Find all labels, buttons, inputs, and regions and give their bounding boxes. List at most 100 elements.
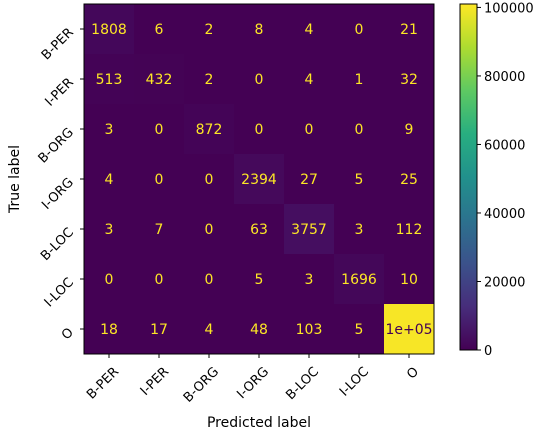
heatmap-cell <box>184 204 234 254</box>
cell-value-label: 1 <box>355 72 364 88</box>
cell-value-label: 7 <box>155 222 164 238</box>
cell-value-label: 3 <box>305 272 314 288</box>
heatmap-cell <box>184 4 234 54</box>
colorbar-tick-label: 60000 <box>484 138 525 153</box>
heatmap-cell <box>84 154 134 204</box>
cell-value-label: 2 <box>205 72 214 88</box>
colorbar <box>459 3 478 351</box>
x-tick-label: B-PER <box>84 364 122 402</box>
cell-value-label: 5 <box>255 272 264 288</box>
heatmap-cell <box>134 4 184 54</box>
heatmap-cell <box>134 304 184 354</box>
heatmap-cell <box>384 154 434 204</box>
cell-value-label: 3757 <box>291 222 327 238</box>
cell-value-label: 4 <box>305 72 314 88</box>
heatmap-cell <box>234 4 284 54</box>
heatmap-cell <box>384 4 434 54</box>
heatmap-cell <box>384 304 434 354</box>
x-tick-label: I-LOC <box>337 364 372 399</box>
cell-value-label: 513 <box>96 72 123 88</box>
cell-value-label: 1696 <box>341 272 377 288</box>
cell-value-label: 21 <box>400 22 418 38</box>
cell-value-label: 3 <box>105 222 114 238</box>
y-tick-label: I-ORG <box>39 175 77 213</box>
heatmap-cell <box>184 304 234 354</box>
cell-value-label: 0 <box>205 272 214 288</box>
heatmap-cell <box>334 154 384 204</box>
cell-value-label: 0 <box>355 122 364 138</box>
x-axis-label: Predicted label <box>207 415 311 431</box>
cell-value-label: 6 <box>155 22 164 38</box>
colorbar-ticks: 0 20000 40000 60000 80000 100000 <box>477 1 534 359</box>
cell-value-label: 1e+05 <box>385 322 432 338</box>
heatmap-cell <box>384 254 434 304</box>
heatmap-cell <box>84 304 134 354</box>
heatmap-cell <box>84 254 134 304</box>
cell-value-label: 0 <box>155 272 164 288</box>
x-tick-label: I-ORG <box>234 364 272 402</box>
heatmap-cell <box>284 4 334 54</box>
cell-value-label: 0 <box>155 122 164 138</box>
cell-value-label: 18 <box>100 322 118 338</box>
heatmap-cell <box>134 104 184 154</box>
colorbar-tick-label: 40000 <box>484 207 525 222</box>
colorbar-tick-label: 80000 <box>484 70 525 85</box>
y-tick-label: O <box>59 325 77 343</box>
y-tick-label: B-ORG <box>36 125 77 166</box>
cell-value-label: 103 <box>296 322 323 338</box>
heatmap-cell <box>334 204 384 254</box>
heatmap-cell <box>384 54 434 104</box>
heatmap-cell <box>234 54 284 104</box>
heatmap-cell <box>84 4 134 54</box>
cell-value-label: 0 <box>355 22 364 38</box>
cell-value-label: 4 <box>305 22 314 38</box>
cell-value-label: 48 <box>250 322 268 338</box>
cell-value-label: 3 <box>105 122 114 138</box>
heatmap-cell <box>334 4 384 54</box>
cell-value-label: 2 <box>205 22 214 38</box>
y-axis-label: True label <box>7 145 23 214</box>
colorbar-tick-label: 0 <box>484 344 492 359</box>
heatmap-cell <box>134 154 184 204</box>
heatmap-cell <box>284 204 334 254</box>
heatmap-cell <box>234 154 284 204</box>
cell-value-label: 2394 <box>241 172 277 188</box>
y-axis-ticks: B-PER I-PER B-ORG I-ORG B-LOC I-LOC O <box>36 25 84 343</box>
y-tick-label: B-LOC <box>38 225 77 264</box>
heatmap-cells: 1808 6 2 8 4 0 21 513 432 2 0 4 1 32 3 0 872 0 0 0 9 4 0 0 2394 2… <box>84 4 434 354</box>
heatmap-cell <box>134 254 184 304</box>
x-tick-label: B-ORG <box>181 364 222 405</box>
heatmap-cell <box>84 104 134 154</box>
cell-value-label: 63 <box>250 222 268 238</box>
cell-value-label: 1808 <box>91 22 127 38</box>
cell-value-label: 0 <box>205 172 214 188</box>
cell-value-label: 3 <box>355 222 364 238</box>
cell-value-label: 10 <box>400 272 418 288</box>
heatmap-cell <box>184 254 234 304</box>
cell-value-label: 5 <box>355 172 364 188</box>
x-tick-label: I-PER <box>138 364 172 398</box>
cell-value-label: 0 <box>255 72 264 88</box>
heatmap-cell <box>284 154 334 204</box>
x-tick-label: B-LOC <box>283 364 322 403</box>
heatmap-cell <box>334 54 384 104</box>
heatmap-cell <box>284 54 334 104</box>
heatmap-cell <box>234 204 284 254</box>
heatmap-cell <box>134 204 184 254</box>
heatmap-cell <box>84 204 134 254</box>
heatmap-cell <box>134 54 184 104</box>
cell-value-label: 0 <box>105 272 114 288</box>
x-tick-label: O <box>404 364 422 382</box>
y-tick-label: I-LOC <box>42 275 77 310</box>
cell-value-label: 27 <box>300 172 318 188</box>
cell-value-label: 4 <box>105 172 114 188</box>
heatmap-cell <box>284 304 334 354</box>
heatmap-cell <box>284 104 334 154</box>
cell-value-label: 432 <box>146 72 173 88</box>
heatmap-cell <box>184 54 234 104</box>
colorbar-tick-label: 100000 <box>484 1 534 16</box>
cell-value-label: 32 <box>400 72 418 88</box>
colorbar-tick-label: 20000 <box>484 275 525 290</box>
cell-value-label: 0 <box>155 172 164 188</box>
heatmap-cell <box>184 154 234 204</box>
